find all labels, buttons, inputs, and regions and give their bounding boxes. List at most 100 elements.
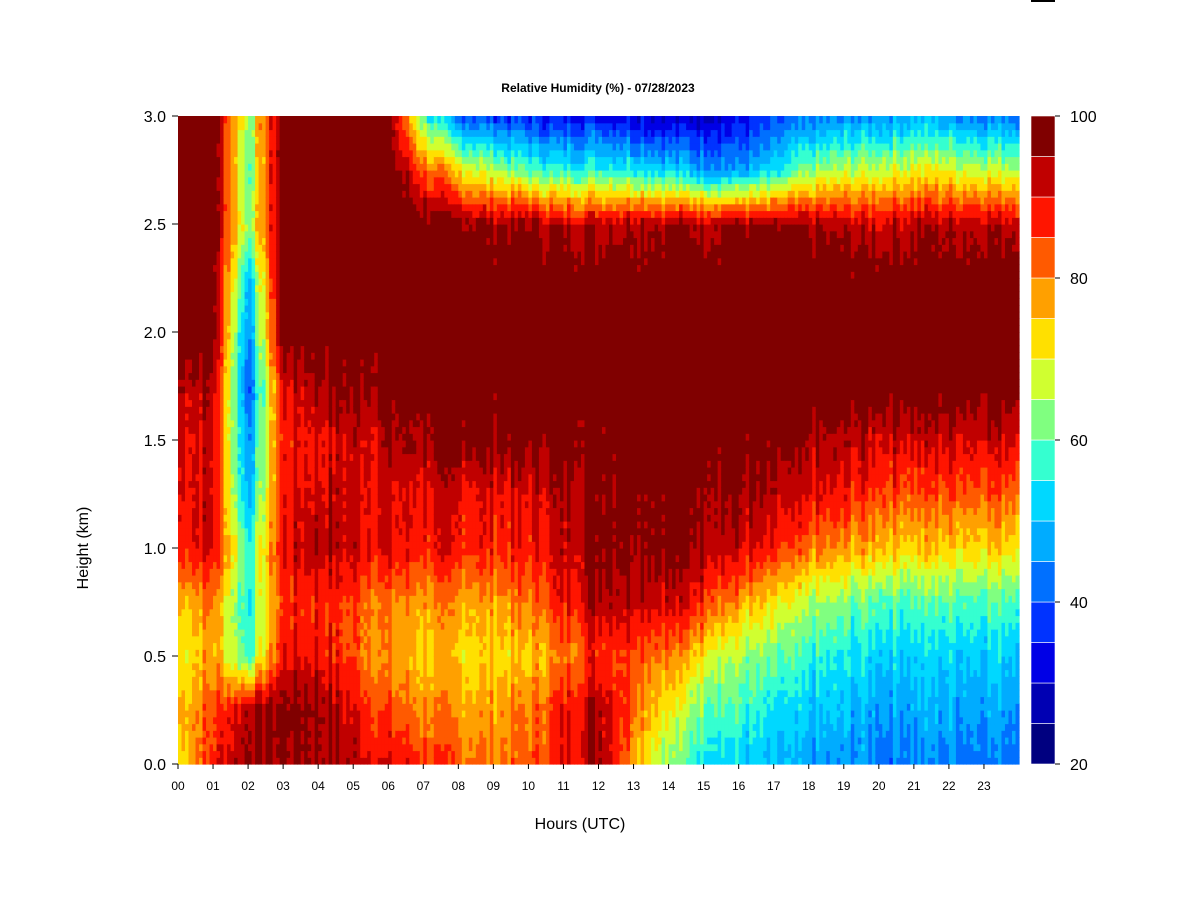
heatmap-cell xyxy=(346,149,351,158)
heatmap-cell xyxy=(237,284,242,293)
heatmap-cell xyxy=(213,116,218,124)
heatmap-cell xyxy=(185,392,190,401)
heatmap-cell xyxy=(290,642,295,650)
heatmap-cell xyxy=(356,264,361,272)
heatmap-cell xyxy=(283,656,288,664)
heatmap-cell xyxy=(307,635,312,644)
heatmap-cell xyxy=(279,737,284,745)
heatmap-cell xyxy=(325,224,330,232)
heatmap-cell xyxy=(258,190,263,198)
heatmap-cell xyxy=(251,696,256,704)
heatmap-cell xyxy=(213,176,218,185)
heatmap-cell xyxy=(297,750,302,758)
heatmap-cell xyxy=(328,149,333,158)
heatmap-cell xyxy=(290,662,295,671)
heatmap-cell xyxy=(349,608,354,617)
heatmap-cell xyxy=(262,271,267,279)
heatmap-cell xyxy=(342,379,347,387)
heatmap-cell xyxy=(349,352,354,360)
heatmap-cell xyxy=(356,649,361,657)
heatmap-cell xyxy=(342,352,347,360)
heatmap-cell xyxy=(237,737,242,745)
heatmap-cell xyxy=(311,278,316,286)
heatmap-cell xyxy=(286,629,291,637)
heatmap-cell xyxy=(335,244,340,252)
heatmap-cell xyxy=(213,676,218,684)
heatmap-cell xyxy=(300,554,305,563)
heatmap-cell xyxy=(293,406,298,414)
heatmap-cell xyxy=(248,257,253,266)
heatmap-cell xyxy=(293,507,298,515)
heatmap-cell xyxy=(272,676,277,684)
heatmap-cell xyxy=(311,649,316,657)
heatmap-cell xyxy=(241,129,246,137)
heatmap-cell xyxy=(234,649,239,657)
heatmap-cell xyxy=(293,433,298,441)
heatmap-cell xyxy=(356,379,361,387)
heatmap-cell xyxy=(230,737,235,745)
heatmap-cell xyxy=(178,210,183,218)
heatmap-cell xyxy=(230,244,235,252)
heatmap-cell xyxy=(195,581,200,590)
heatmap-cell xyxy=(307,338,312,347)
heatmap-cell xyxy=(318,392,323,401)
heatmap-cell xyxy=(304,116,309,124)
heatmap-cell xyxy=(227,156,232,164)
heatmap-cell xyxy=(255,608,260,617)
heatmap-cell xyxy=(230,541,235,549)
heatmap-cell xyxy=(220,298,225,306)
heatmap-cell xyxy=(227,568,232,576)
heatmap-cell xyxy=(181,413,186,421)
heatmap-cell xyxy=(206,318,211,326)
heatmap-cell xyxy=(342,656,347,664)
heatmap-cell xyxy=(223,217,228,225)
heatmap-cell xyxy=(262,615,267,623)
heatmap-cell xyxy=(244,581,249,590)
heatmap-cell xyxy=(202,129,207,137)
heatmap-cell xyxy=(220,325,225,333)
heatmap-cell xyxy=(251,257,256,266)
heatmap-cell xyxy=(339,676,344,684)
heatmap-cell xyxy=(213,433,218,441)
heatmap-cell xyxy=(223,345,228,353)
heatmap-cell xyxy=(234,716,239,725)
heatmap-cell xyxy=(300,494,305,502)
heatmap-cell xyxy=(185,176,190,185)
heatmap-cell xyxy=(300,116,305,124)
heatmap-cell xyxy=(234,453,239,461)
heatmap-cell xyxy=(283,629,288,637)
heatmap-cell xyxy=(290,116,295,124)
heatmap-cell xyxy=(353,433,358,441)
heatmap-cell xyxy=(356,581,361,590)
heatmap-cell xyxy=(304,460,309,468)
heatmap-cell xyxy=(192,507,197,515)
heatmap-cell xyxy=(255,737,260,745)
heatmap-cell xyxy=(192,730,197,738)
heatmap-cell xyxy=(286,581,291,590)
heatmap-cell xyxy=(181,359,186,367)
heatmap-cell xyxy=(272,203,277,212)
heatmap-cell xyxy=(244,480,249,488)
heatmap-cell xyxy=(283,237,288,245)
heatmap-cell xyxy=(209,426,214,434)
heatmap-cell xyxy=(349,237,354,245)
heatmap-cell xyxy=(237,723,242,731)
heatmap-cell xyxy=(279,332,284,340)
heatmap-cell xyxy=(251,730,256,738)
heatmap-cell xyxy=(199,392,204,401)
heatmap-cell xyxy=(346,264,351,272)
heatmap-cell xyxy=(234,170,239,178)
heatmap-cell xyxy=(199,500,204,509)
heatmap-cell xyxy=(269,386,274,394)
heatmap-cell xyxy=(339,406,344,414)
heatmap-cell xyxy=(342,163,347,171)
heatmap-cell xyxy=(276,521,281,529)
heatmap-cell xyxy=(304,365,309,374)
heatmap-cell xyxy=(283,737,288,745)
heatmap-cell xyxy=(265,730,270,738)
heatmap-cell xyxy=(311,696,316,704)
heatmap-cell xyxy=(216,156,221,164)
heatmap-cell xyxy=(290,156,295,164)
heatmap-cell xyxy=(325,352,330,360)
heatmap-cell xyxy=(206,170,211,178)
